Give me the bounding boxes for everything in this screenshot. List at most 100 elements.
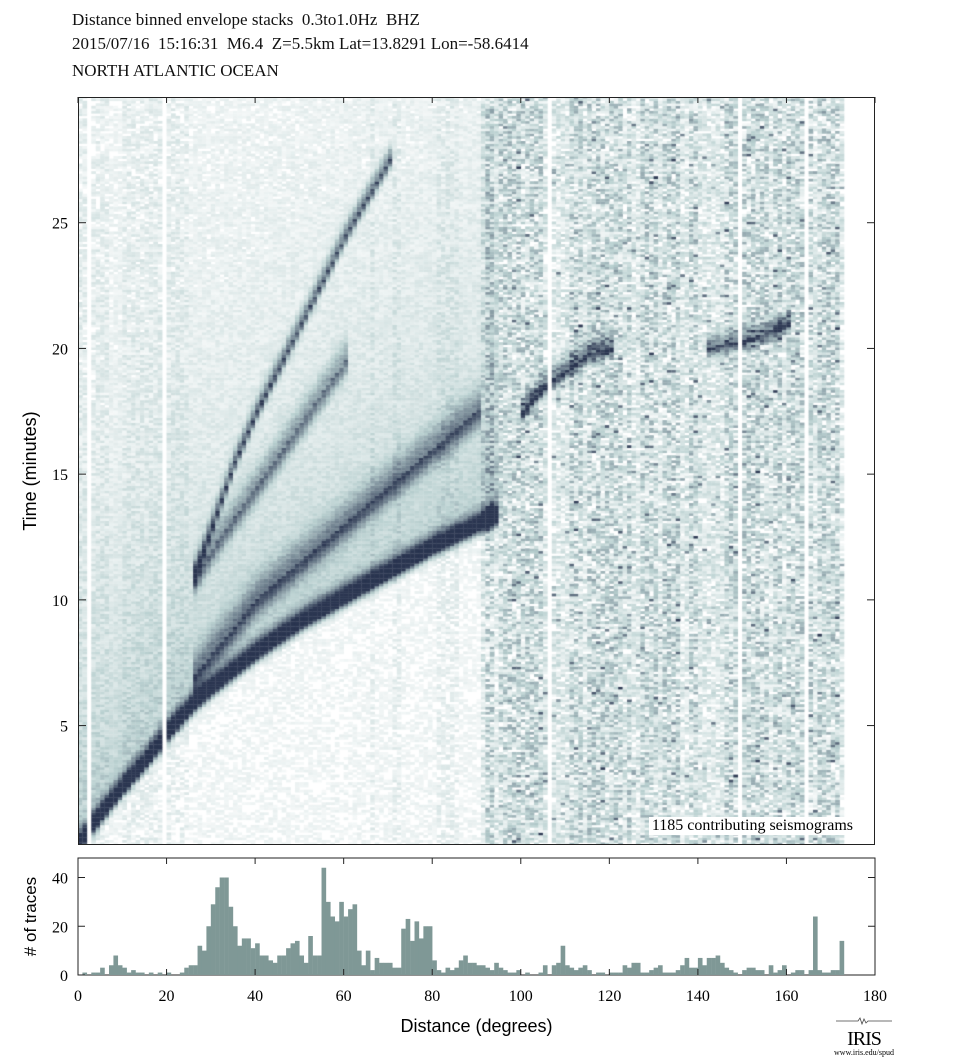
x-tick-label: 0 bbox=[74, 988, 82, 1005]
histogram-bar bbox=[782, 965, 787, 975]
histogram-bar bbox=[414, 921, 420, 975]
x-tick-label: 120 bbox=[597, 988, 621, 1005]
histogram-bar bbox=[560, 945, 566, 975]
histogram-bar bbox=[644, 972, 650, 975]
histogram-bar bbox=[241, 938, 247, 975]
histogram-bar bbox=[635, 962, 641, 975]
x-tick-label: 80 bbox=[424, 988, 440, 1005]
histogram-bar bbox=[91, 972, 96, 975]
histogram-bar bbox=[458, 960, 464, 975]
x-axis-label: Distance (degrees) bbox=[400, 1016, 552, 1036]
histogram-bar bbox=[835, 970, 840, 975]
histogram-bar bbox=[330, 916, 336, 975]
histogram-bar bbox=[188, 965, 194, 975]
histogram-bar bbox=[348, 909, 353, 975]
histogram-bar bbox=[622, 965, 628, 975]
histogram-bar bbox=[596, 972, 601, 975]
histogram-bar bbox=[808, 970, 814, 975]
histogram-bar bbox=[286, 948, 291, 975]
contributing-count: 1185 contributing seismograms bbox=[648, 817, 856, 835]
histogram-bar bbox=[321, 867, 327, 975]
histogram-bar bbox=[250, 948, 256, 975]
y-axis-label: Time (minutes) bbox=[20, 411, 40, 530]
histogram-bar bbox=[728, 970, 734, 975]
histogram-bar bbox=[383, 962, 389, 975]
x-tick-label: 180 bbox=[863, 988, 887, 1005]
histogram-bar bbox=[551, 965, 557, 975]
histogram-bar bbox=[649, 970, 654, 975]
histogram-bar bbox=[507, 972, 513, 975]
histogram-bar bbox=[117, 965, 123, 975]
logo-text: IRIS bbox=[847, 1028, 882, 1050]
histogram-bar bbox=[795, 970, 800, 975]
x-tick-label: 40 bbox=[247, 988, 263, 1005]
histogram-bar bbox=[445, 967, 451, 975]
histogram-bar bbox=[609, 972, 614, 975]
histogram-bar bbox=[317, 955, 322, 975]
y-tick-label: 20 bbox=[52, 341, 68, 358]
histogram-bar bbox=[525, 972, 530, 975]
histogram-bar bbox=[565, 965, 570, 975]
histogram-bar bbox=[294, 940, 300, 975]
histogram-bar bbox=[755, 970, 761, 975]
histogram-bar bbox=[724, 967, 730, 975]
histogram-bar bbox=[392, 967, 397, 975]
histogram-bar bbox=[219, 877, 225, 975]
histogram-bar bbox=[480, 965, 486, 975]
histogram-bar bbox=[582, 965, 588, 975]
histogram-bar bbox=[631, 962, 637, 975]
histogram-bar bbox=[401, 928, 406, 975]
histogram-bar bbox=[627, 967, 632, 975]
histogram-bar bbox=[454, 967, 459, 975]
histogram-bar bbox=[139, 972, 145, 975]
histogram-bar bbox=[441, 972, 446, 975]
histogram-bar bbox=[720, 962, 725, 975]
histogram-bar bbox=[569, 967, 575, 975]
histogram-bar bbox=[352, 904, 358, 975]
histogram-bar bbox=[689, 967, 694, 975]
histogram-bar bbox=[224, 877, 229, 975]
title-line-3: NORTH ATLANTIC OCEAN bbox=[72, 61, 279, 80]
y-tick-label: 5 bbox=[60, 719, 68, 736]
histogram-bar bbox=[263, 955, 269, 975]
histogram-bar bbox=[658, 965, 663, 975]
histogram-bar bbox=[427, 926, 433, 975]
histogram-bar bbox=[82, 972, 88, 975]
histogram-bar bbox=[485, 967, 490, 975]
histogram-bar bbox=[556, 962, 561, 975]
hist-y-tick-label: 0 bbox=[60, 968, 68, 985]
histogram-bar bbox=[299, 955, 305, 975]
histogram-bar bbox=[343, 916, 349, 975]
histogram-bar bbox=[268, 960, 274, 975]
hist-y-axis-label: # of traces bbox=[21, 877, 40, 956]
histogram-bar bbox=[361, 965, 367, 975]
histogram-bar bbox=[418, 938, 424, 975]
histogram-bar bbox=[166, 972, 172, 975]
histogram-bar bbox=[246, 938, 251, 975]
histogram-bar bbox=[281, 955, 287, 975]
histogram-bar bbox=[308, 936, 313, 975]
histogram-bar bbox=[259, 955, 265, 975]
title-line-2: 2015/07/16 15:16:31 M6.4 Z=5.5km Lat=13.… bbox=[72, 34, 529, 53]
histogram-bar bbox=[157, 972, 163, 975]
histogram-bar bbox=[237, 945, 243, 975]
seismogram-logo-icon bbox=[836, 1017, 892, 1026]
histogram-bar bbox=[640, 972, 645, 975]
histogram-bar bbox=[122, 967, 127, 975]
histogram-bar bbox=[423, 926, 428, 975]
histogram-bar bbox=[472, 962, 477, 975]
histogram-bar bbox=[826, 972, 831, 975]
histogram-bar bbox=[255, 943, 260, 975]
histogram-bar bbox=[751, 967, 756, 975]
y-tick-label: 10 bbox=[52, 593, 68, 610]
histogram-bar bbox=[702, 965, 707, 975]
histogram-bar bbox=[839, 940, 845, 975]
histogram-bar bbox=[334, 921, 340, 975]
histogram-bar bbox=[463, 955, 468, 975]
histogram-bar bbox=[759, 970, 765, 975]
histogram-bar bbox=[356, 950, 362, 975]
x-tick-label: 140 bbox=[686, 988, 710, 1005]
histogram-bar bbox=[179, 972, 185, 975]
histogram-bar bbox=[467, 962, 473, 975]
